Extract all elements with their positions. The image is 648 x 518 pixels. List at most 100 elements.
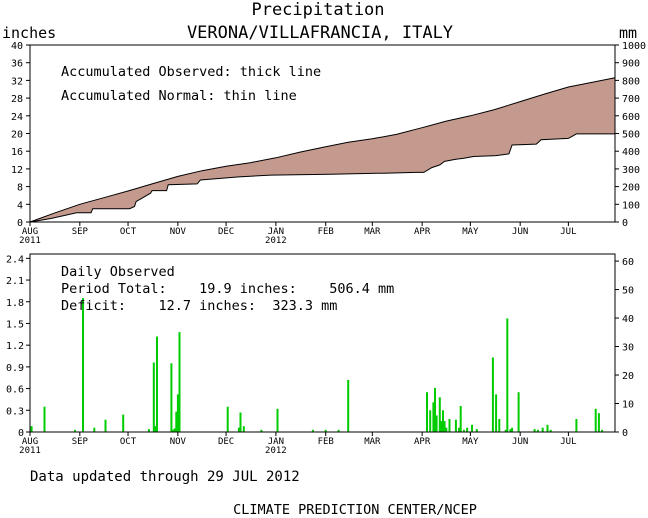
series-accumulated-observed	[29, 133, 615, 223]
daily-panel: 0 0.3 0.6 0.9 1.2 1.5 1.8 2.1 2.4 0 10 20 30 40 50 60 AU…	[6, 253, 634, 456]
y-tick-label-right: 100	[622, 200, 640, 211]
daily-bar	[429, 410, 432, 432]
daily-bars	[30, 298, 604, 432]
daily-bar	[93, 427, 96, 432]
y-tick-label-right: 400	[622, 147, 640, 158]
daily-bar	[172, 429, 174, 432]
x-tick-label: APR	[414, 437, 431, 447]
y-tick-label-left: 0	[18, 428, 24, 439]
left-unit-label: inches	[2, 24, 56, 42]
daily-bar	[498, 419, 501, 432]
x-tick-label: JAN	[268, 227, 284, 237]
daily-plot-frame	[29, 253, 616, 433]
y-tick-label-right: 20	[622, 371, 634, 382]
daily-bar	[324, 429, 327, 432]
daily-bar	[491, 357, 494, 432]
y-tick-label-left: 4	[17, 200, 23, 211]
daily-bar	[597, 413, 600, 432]
daily-bar	[175, 411, 178, 432]
daily-bar	[454, 419, 457, 432]
x-tick-label: NOV	[170, 227, 187, 237]
daily-bar	[575, 419, 578, 432]
legend-normal: Accumulated Normal: thin line	[61, 88, 297, 104]
daily-bar	[495, 394, 498, 432]
y-tick-label-left: 0.9	[6, 363, 24, 374]
y-tick-label-left: 16	[11, 147, 23, 158]
daily-bar	[242, 426, 245, 432]
x-tick-label: OCT	[120, 227, 137, 237]
x-tick-label: AUG	[22, 227, 38, 237]
daily-bar	[443, 421, 446, 432]
daily-bar	[517, 392, 520, 432]
daily-bar	[154, 426, 157, 432]
x-tick-label: JUN	[512, 227, 528, 237]
x-tick-label: APR	[414, 227, 431, 237]
deficit-label: Deficit: 12.7 inches: 323.3 mm	[61, 298, 337, 314]
daily-bar	[104, 419, 107, 432]
x-tick-label: JUL	[560, 227, 576, 237]
x-tick-label: DEC	[218, 437, 234, 447]
y-tick-label-left: 28	[11, 94, 23, 105]
deficit-area	[29, 77, 616, 223]
daily-bar	[448, 419, 451, 432]
daily-bar	[445, 427, 448, 432]
y-tick-label-right: 10	[622, 400, 634, 411]
daily-bar	[541, 427, 544, 432]
y-tick-label-right: 30	[622, 343, 634, 354]
daily-observed-label: Daily Observed	[61, 264, 175, 280]
daily-bar	[438, 397, 441, 432]
x-tick-label: NOV	[170, 437, 187, 447]
year-label-2011: 2011	[19, 236, 41, 246]
daily-bar	[122, 414, 125, 432]
station-name: VERONA/VILLAFRANCIA, ITALY	[187, 23, 453, 43]
y-tick-label-left: 1.5	[6, 319, 24, 330]
x-tick-label: MAR	[364, 437, 381, 447]
y-tick-label-right: 50	[622, 286, 634, 297]
y-tick-label-left: 0.3	[6, 406, 24, 417]
y-tick-label-right: 200	[622, 183, 640, 194]
series-accumulated-normal	[29, 77, 616, 223]
daily-bar	[440, 421, 443, 432]
daily-bar	[347, 379, 350, 432]
daily-bar	[442, 410, 444, 432]
y-tick-label-right: 800	[622, 76, 640, 87]
daily-bar	[434, 387, 436, 432]
y-tick-label-left: 24	[11, 112, 23, 123]
y-tick-label-left: 32	[11, 76, 23, 87]
year-label-2012: 2012	[265, 236, 287, 246]
daily-bar	[43, 406, 46, 432]
daily-bar	[173, 428, 176, 432]
daily-bar	[506, 318, 509, 432]
daily-bar	[533, 429, 536, 432]
daily-bar	[475, 429, 478, 432]
daily-bar	[152, 362, 155, 432]
x-tick-label: FEB	[318, 227, 334, 237]
daily-bar	[260, 429, 263, 432]
daily-bar	[147, 429, 150, 432]
daily-bar	[239, 412, 242, 432]
y-tick-label-left: 40	[11, 41, 23, 52]
accumulated-panel: 0481216202428323640010020030040050060070…	[11, 41, 646, 246]
daily-bar	[471, 424, 473, 432]
y-tick-label-left: 1.2	[6, 341, 24, 352]
year-label-2012: 2012	[265, 446, 287, 456]
y-tick-label-left: 2.1	[6, 276, 24, 287]
deficit-fill	[30, 77, 615, 222]
y-tick-label-right: 500	[622, 130, 640, 141]
y-tick-label-left: 36	[11, 59, 23, 70]
y-tick-label-right: 1000	[622, 41, 646, 52]
x-tick-label: MAY	[462, 437, 479, 447]
daily-bar	[466, 427, 469, 432]
x-tick-label: JUN	[512, 437, 528, 447]
daily-bar	[549, 429, 552, 432]
y-tick-label-left: 0.6	[6, 385, 24, 396]
legend-observed: Accumulated Observed: thick line	[61, 64, 321, 80]
daily-bar	[226, 406, 229, 432]
x-tick-label: SEP	[72, 437, 89, 447]
y-tick-label-right: 900	[622, 59, 640, 70]
x-tick-label: AUG	[22, 437, 38, 447]
daily-bar	[178, 332, 181, 432]
daily-bar	[237, 427, 240, 432]
daily-bar	[435, 415, 438, 432]
